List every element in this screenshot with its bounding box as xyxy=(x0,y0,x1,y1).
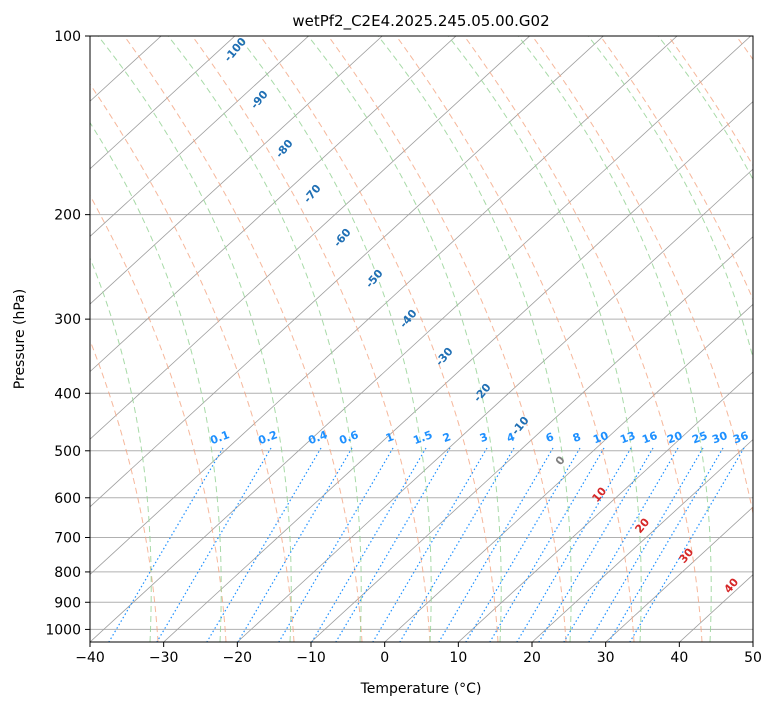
moist-adiabat-line xyxy=(307,36,502,642)
isotherm-line xyxy=(237,168,753,642)
mixing-ratio-label: 1.5 xyxy=(411,428,434,447)
isotherm-line xyxy=(458,371,753,642)
dry-adiabat-line xyxy=(90,83,295,642)
x-tick-label: −20 xyxy=(223,650,253,666)
isotherm-line xyxy=(90,36,531,440)
mixing-ratio-line xyxy=(588,447,704,642)
x-axis: −40 −30 −20 −10 0 10 20 30 40 50 xyxy=(75,642,762,666)
moist-adiabat-line xyxy=(167,36,362,642)
mixing-ratio-label: 0.4 xyxy=(306,428,329,447)
mixing-ratio-label: 2 xyxy=(441,430,453,445)
mixing-ratio-label: 10 xyxy=(591,429,610,447)
isotherm-line xyxy=(90,36,678,575)
x-tick-label: −30 xyxy=(149,650,179,666)
moist-adiabat-line xyxy=(587,36,753,360)
y-tick-label: 900 xyxy=(54,595,81,611)
x-axis-label: Temperature (°C) xyxy=(360,681,482,697)
y-axis-label: Pressure (hPa) xyxy=(12,289,28,389)
isotherm-line xyxy=(90,36,236,170)
mixing-ratio-label: 4 xyxy=(505,430,517,445)
mixing-ratio-label: 30 xyxy=(710,429,729,447)
x-tick-label: 50 xyxy=(744,650,762,666)
mixing-ratio-line xyxy=(156,447,272,642)
isotherm-line xyxy=(605,506,753,642)
moist-adiabat-line xyxy=(90,257,152,642)
mixing-ratio-line xyxy=(608,447,724,642)
mixing-ratio-label: 3 xyxy=(478,430,490,445)
mixing-ratio-label: 36 xyxy=(731,429,750,447)
isotherm-line xyxy=(531,438,753,642)
y-axis: 100 200 300 400 500 600 700 800 900 1000 xyxy=(45,29,90,638)
dry-adiabat-line xyxy=(395,36,635,642)
y-tick-label: 500 xyxy=(54,444,81,460)
isotherm-line xyxy=(90,36,604,508)
dry-adiabat-line xyxy=(123,36,363,642)
mixing-ratio-line xyxy=(372,447,488,642)
dry-adiabat-line xyxy=(90,339,159,642)
isotherm-line xyxy=(90,36,752,642)
x-tick-label: 10 xyxy=(449,650,467,666)
mixing-ratio-line xyxy=(438,447,554,642)
y-tick-label: 400 xyxy=(54,386,81,402)
moist-adiabat-line xyxy=(377,36,572,642)
y-tick-label: 600 xyxy=(54,491,81,507)
mixing-ratio-label: 1 xyxy=(384,430,396,445)
y-tick-label: 800 xyxy=(54,565,81,581)
dry-adiabat-line xyxy=(259,36,499,642)
moist-adiabat-line xyxy=(517,36,712,642)
x-tick-label: 0 xyxy=(380,650,389,666)
isotherm-line xyxy=(163,100,753,642)
moist-adiabat-line xyxy=(97,36,292,642)
mixing-ratio-label: 0.2 xyxy=(256,428,279,447)
x-tick-label: −10 xyxy=(296,650,326,666)
moist-adiabat-line xyxy=(447,36,642,642)
mixing-ratio-line xyxy=(563,447,679,642)
y-tick-label: 1000 xyxy=(45,622,81,638)
y-tick-label: 100 xyxy=(54,29,81,45)
mixing-ratio-line xyxy=(335,447,451,642)
mixing-ratio-label: 8 xyxy=(571,430,583,445)
y-tick-label: 700 xyxy=(54,531,81,547)
dry-adiabat-line xyxy=(327,36,567,642)
mixing-ratio-line xyxy=(108,447,224,642)
mixing-ratio-line xyxy=(278,447,394,642)
mixing-ratio-line xyxy=(538,447,654,642)
mixing-ratio-line xyxy=(399,447,515,642)
mixing-ratio-line xyxy=(206,447,322,642)
y-tick-label: 300 xyxy=(54,312,81,328)
mixing-ratio-label: 0.1 xyxy=(208,428,231,447)
y-tick-label: 200 xyxy=(54,208,81,224)
dry-adiabat-line xyxy=(90,194,227,642)
isotherm-line xyxy=(90,36,383,305)
x-tick-label: 30 xyxy=(597,650,615,666)
isotherm-line xyxy=(310,236,753,642)
chart-title: wetPf2_C2E4.2025.245.05.00.G02 xyxy=(292,12,549,31)
isotherm-line xyxy=(90,36,310,237)
mixing-ratio-label: 6 xyxy=(544,430,556,445)
mixing-ratio-label: 0.6 xyxy=(337,428,360,447)
mixing-ratio-label: 20 xyxy=(665,429,684,447)
mixing-ratio-label: 16 xyxy=(640,429,659,447)
x-tick-label: −40 xyxy=(75,650,105,666)
moist-adiabat-line xyxy=(237,36,432,642)
dry-adiabat-line xyxy=(463,36,703,642)
moist-adiabat-line xyxy=(90,121,222,642)
mixing-ratio-line xyxy=(237,447,353,642)
mixing-ratio-line xyxy=(629,447,745,642)
isotherm-line xyxy=(90,36,457,373)
mixing-ratio-line xyxy=(516,447,632,642)
mixing-ratio-line xyxy=(465,447,581,642)
mixing-ratio-label: 13 xyxy=(618,429,637,446)
mixing-ratio-line xyxy=(489,447,605,642)
dry-adiabat-line xyxy=(191,36,431,642)
mixing-ratio-label: 25 xyxy=(690,429,709,446)
x-tick-label: 20 xyxy=(523,650,541,666)
plot-frame xyxy=(89,35,754,643)
x-tick-label: 40 xyxy=(670,650,688,666)
mixing-ratio-line xyxy=(311,447,427,642)
